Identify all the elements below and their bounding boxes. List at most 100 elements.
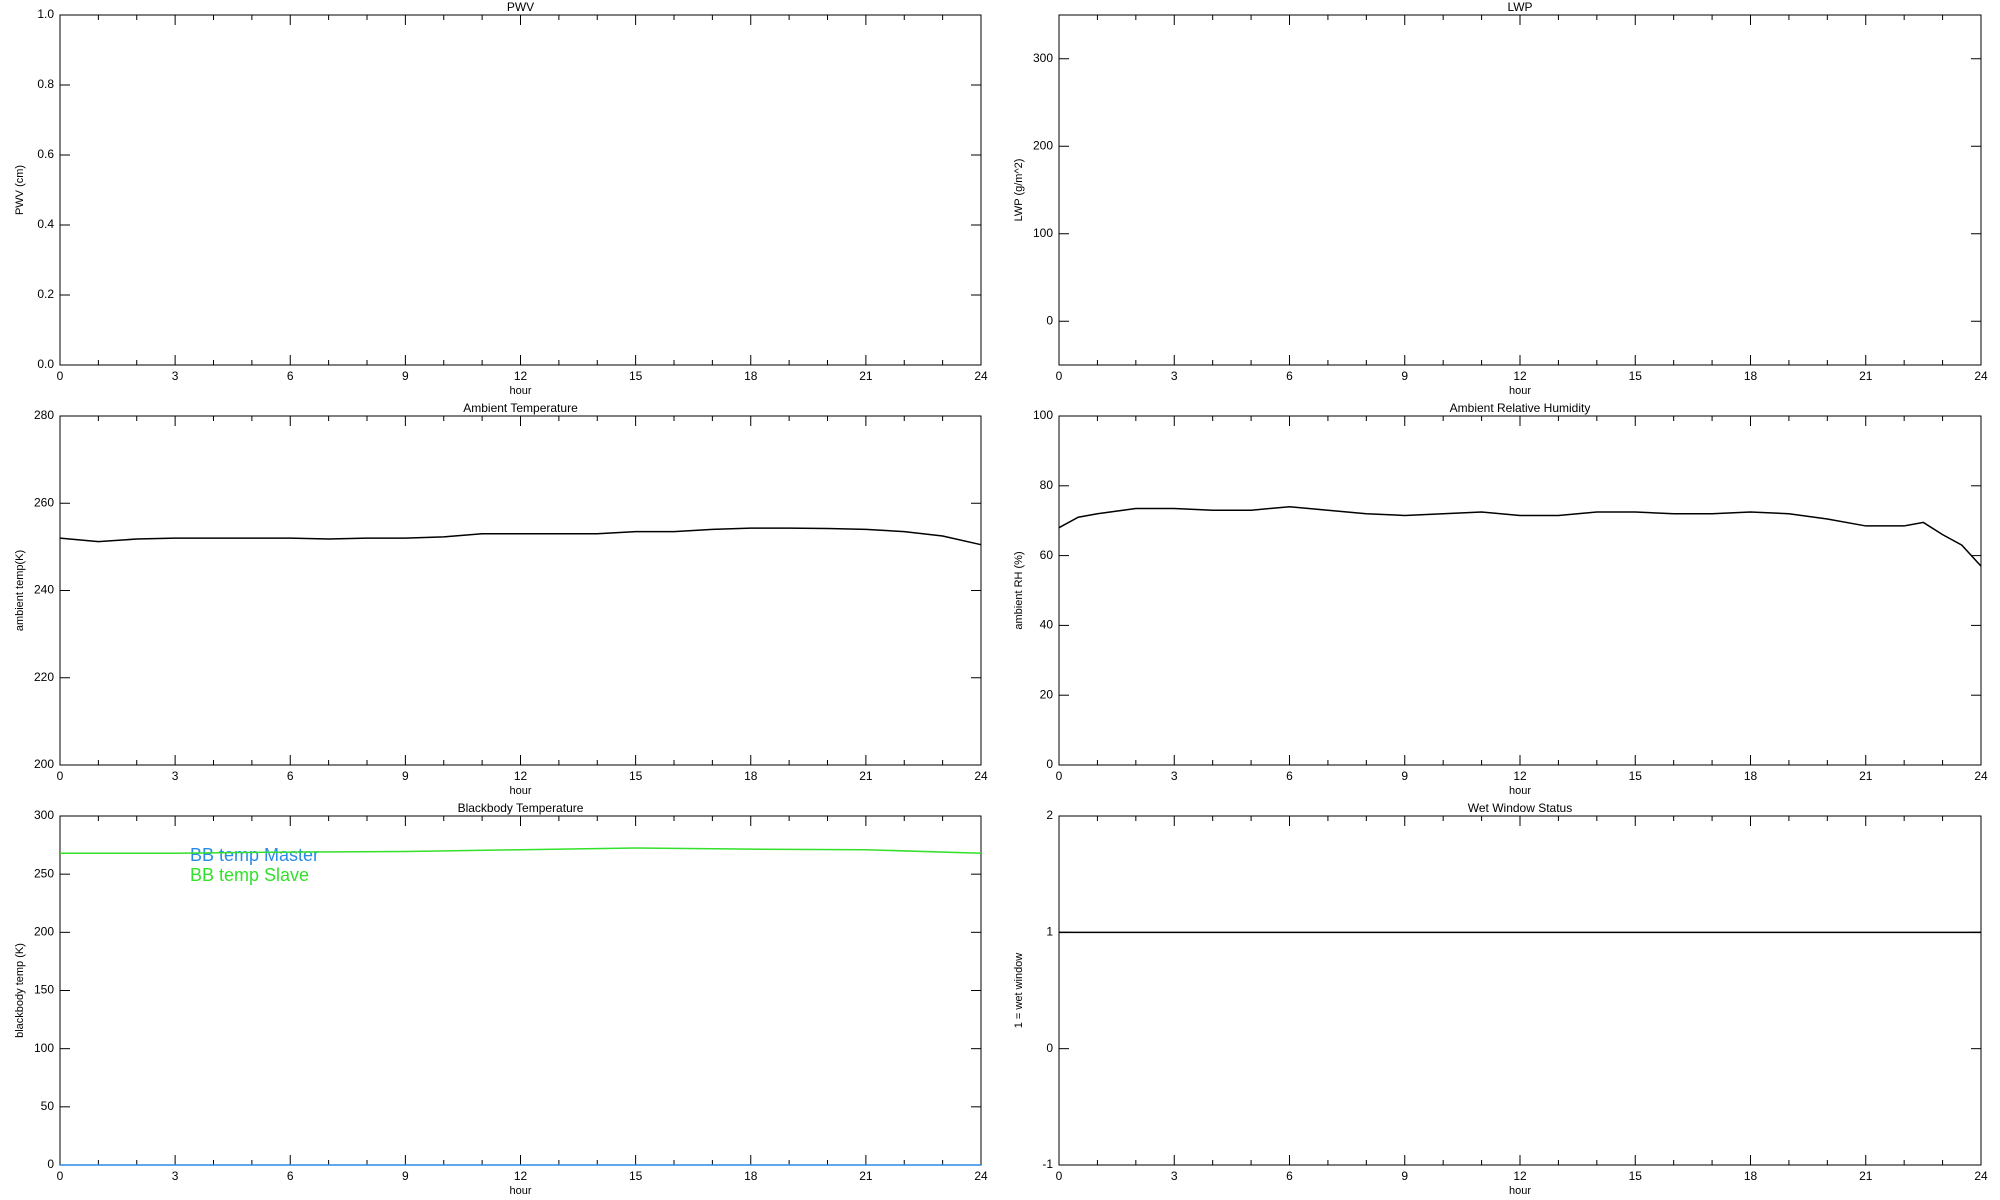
data-line <box>1058 505 1982 567</box>
panel: PWV hour PWV (cm) 0 3 6 9 12 15 18 21 24 0.0 0.2 0.4 0.… <box>14 0 988 397</box>
x-tick-label: 15 <box>1629 769 1643 783</box>
x-tick-label: 9 <box>1401 769 1408 783</box>
x-tick-label: 21 <box>859 769 873 783</box>
y-tick-label: -1 <box>1042 1157 1053 1171</box>
x-tick-label: 9 <box>402 769 409 783</box>
x-tick-label: 21 <box>859 369 873 383</box>
x-tick-label: 15 <box>629 769 643 783</box>
y-tick-label: 220 <box>34 670 54 684</box>
x-tick-label: 15 <box>629 369 643 383</box>
x-tick-label: 6 <box>287 769 294 783</box>
x-tick-label: 24 <box>974 1169 988 1183</box>
x-tick-label: 12 <box>514 1169 528 1183</box>
x-tick-label: 9 <box>402 1169 409 1183</box>
x-tick-label: 9 <box>402 369 409 383</box>
x-axis-label: hour <box>1509 785 1531 797</box>
panel: Wet Window Status hour 1 = wet window 0 3 6 9 1… <box>1013 801 1988 1197</box>
y-tick-label: 200 <box>1033 138 1053 152</box>
x-tick-label: 9 <box>1401 1169 1408 1183</box>
y-axis-label: ambient RH (%) <box>1013 551 1025 629</box>
x-tick-label: 3 <box>1171 369 1178 383</box>
y-axis-label: 1 = wet window <box>1013 953 1025 1029</box>
x-tick-label: 12 <box>1513 769 1527 783</box>
x-tick-label: 12 <box>514 369 528 383</box>
y-axis-label: ambient temp(K) <box>14 550 26 631</box>
x-tick-label: 24 <box>974 369 988 383</box>
x-axis-label: hour <box>509 385 531 397</box>
x-axis-label: hour <box>1509 1185 1531 1197</box>
y-tick-label: 0.0 <box>37 357 54 371</box>
y-tick-label: 60 <box>1040 548 1054 562</box>
plot-frame <box>59 14 982 366</box>
x-tick-label: 3 <box>172 769 179 783</box>
y-tick-label: 1.0 <box>37 7 54 21</box>
legend-entry: BB temp Slave <box>190 865 309 885</box>
x-tick-label: 18 <box>1744 1169 1758 1183</box>
y-tick-label: 300 <box>1033 51 1053 65</box>
panel: LWP hour LWP (g/m^2) 0 3 6 9 12 15 18 21 24 0 100 200 3… <box>1013 0 1988 397</box>
x-axis-label: hour <box>509 785 531 797</box>
x-tick-label: 21 <box>859 1169 873 1183</box>
y-tick-label: 100 <box>1033 226 1053 240</box>
y-tick-label: 0 <box>1046 1041 1053 1055</box>
x-tick-label: 24 <box>1974 1169 1988 1183</box>
y-tick-label: 1 <box>1046 925 1053 939</box>
y-tick-label: 20 <box>1040 687 1054 701</box>
x-tick-label: 18 <box>744 369 758 383</box>
x-axis-label: hour <box>509 1185 531 1197</box>
x-tick-label: 3 <box>172 1169 179 1183</box>
x-tick-label: 12 <box>514 769 528 783</box>
x-tick-label: 0 <box>1056 369 1063 383</box>
x-tick-label: 0 <box>57 369 64 383</box>
y-tick-label: 200 <box>34 925 54 939</box>
x-tick-label: 6 <box>1286 1169 1293 1183</box>
x-tick-label: 3 <box>172 369 179 383</box>
x-tick-label: 0 <box>1056 1169 1063 1183</box>
panel-title: Ambient Temperature <box>463 401 578 415</box>
x-tick-label: 0 <box>57 769 64 783</box>
plot-frame <box>1058 14 1982 366</box>
x-tick-label: 0 <box>1056 769 1063 783</box>
panel: Ambient Temperature hour ambient temp(K) 0 3… <box>14 401 988 797</box>
y-tick-label: 0.8 <box>37 77 54 91</box>
x-tick-label: 18 <box>1744 369 1758 383</box>
panel: Ambient Relative Humidity hour ambient RH … <box>1013 401 1988 797</box>
x-tick-label: 18 <box>744 769 758 783</box>
y-tick-label: 100 <box>1033 408 1053 422</box>
y-tick-label: 200 <box>34 757 54 771</box>
x-tick-label: 12 <box>1513 1169 1527 1183</box>
x-tick-label: 15 <box>1629 1169 1643 1183</box>
y-tick-label: 0 <box>1046 313 1053 327</box>
y-tick-label: 80 <box>1040 478 1054 492</box>
x-tick-label: 6 <box>287 1169 294 1183</box>
panel: Blackbody Temperature hour blackbody temp … <box>14 801 988 1197</box>
plot-frame <box>59 415 982 766</box>
y-tick-label: 2 <box>1046 808 1053 822</box>
x-tick-label: 6 <box>1286 369 1293 383</box>
x-tick-label: 15 <box>629 1169 643 1183</box>
y-axis-label: blackbody temp (K) <box>14 943 26 1038</box>
y-tick-label: 0.6 <box>37 147 54 161</box>
plot-frame <box>1058 815 1982 1166</box>
y-tick-label: 0 <box>47 1157 54 1171</box>
y-tick-label: 0.4 <box>37 217 54 231</box>
x-tick-label: 6 <box>1286 769 1293 783</box>
x-tick-label: 0 <box>57 1169 64 1183</box>
y-tick-label: 40 <box>1040 618 1054 632</box>
x-tick-label: 3 <box>1171 769 1178 783</box>
panel-title: Ambient Relative Humidity <box>1450 401 1591 415</box>
x-tick-label: 12 <box>1513 369 1527 383</box>
panel-title: PWV <box>507 0 534 14</box>
y-tick-label: 0.2 <box>37 287 54 301</box>
x-tick-label: 9 <box>1401 369 1408 383</box>
y-tick-label: 100 <box>34 1041 54 1055</box>
x-tick-label: 24 <box>974 769 988 783</box>
x-tick-label: 24 <box>1974 369 1988 383</box>
y-tick-label: 0 <box>1046 757 1053 771</box>
y-axis-label: PWV (cm) <box>14 165 26 215</box>
panel-title: LWP <box>1507 0 1532 14</box>
x-axis-label: hour <box>1509 385 1531 397</box>
y-tick-label: 280 <box>34 408 54 422</box>
x-tick-label: 18 <box>1744 769 1758 783</box>
